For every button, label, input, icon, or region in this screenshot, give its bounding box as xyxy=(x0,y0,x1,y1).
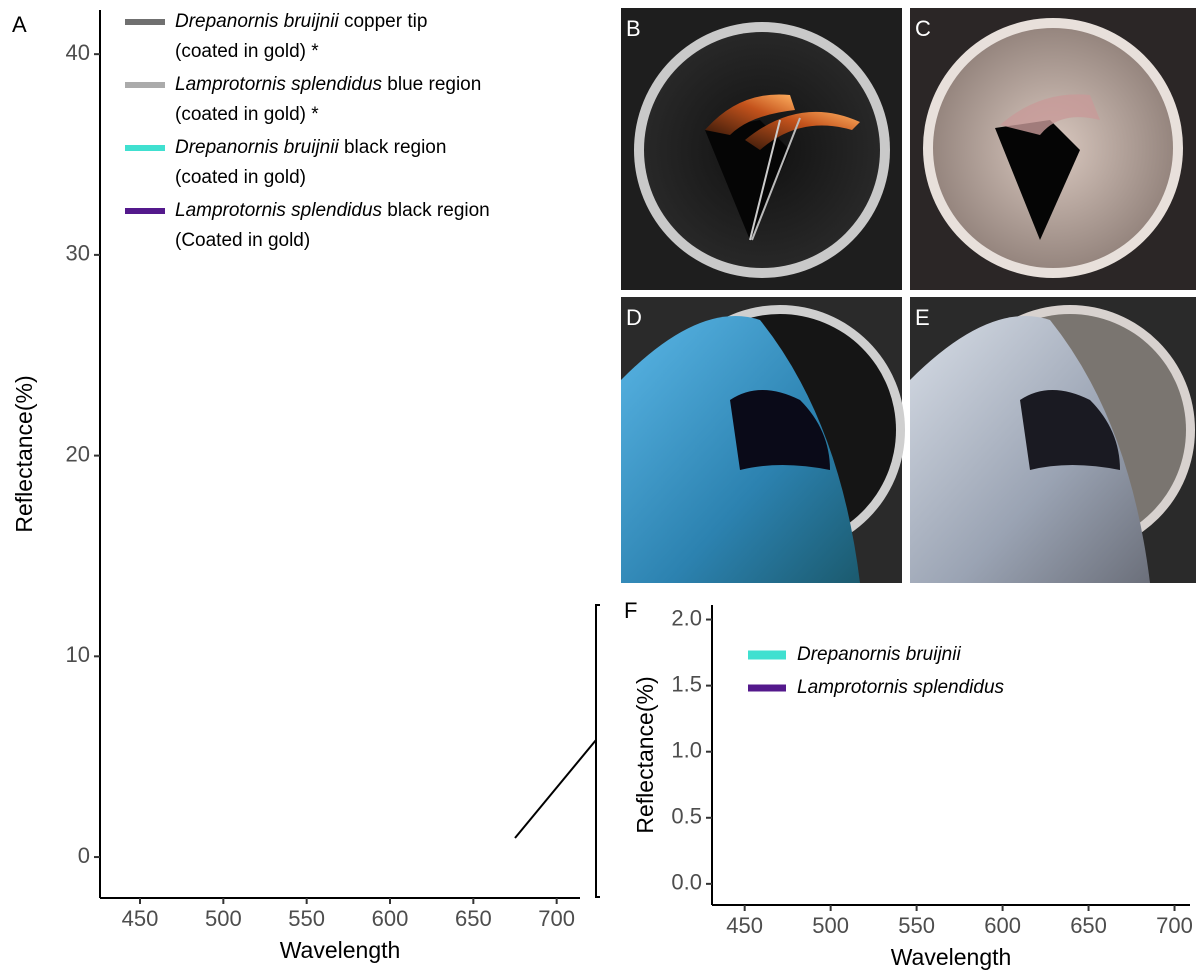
x-tick-label: 600 xyxy=(372,906,409,931)
photo-c xyxy=(910,8,1196,290)
photo-b xyxy=(621,8,902,290)
photo-label: E xyxy=(915,305,930,330)
y-tick-label: 30 xyxy=(66,241,90,266)
zoom-connector xyxy=(514,604,608,898)
photo-e xyxy=(910,297,1196,583)
y-tick-label: 10 xyxy=(66,642,90,667)
legend-label: Lamprotornis splendidus blue region (coa… xyxy=(175,74,487,125)
x-tick-label: 500 xyxy=(812,913,849,938)
x-axis-title: Wavelength xyxy=(891,944,1012,970)
x-tick-label: 700 xyxy=(1156,913,1193,938)
x-tick-label: 600 xyxy=(984,913,1021,938)
legend-label: Lamprotornis splendidus black region (Co… xyxy=(175,200,495,251)
y-axis-title: Reflectance(%) xyxy=(11,375,37,532)
photo-label: D xyxy=(626,305,642,330)
photo-d xyxy=(621,297,905,583)
y-axis-title: Reflectance(%) xyxy=(632,676,658,833)
y-tick-label: 0 xyxy=(78,843,90,868)
x-tick-label: 650 xyxy=(1070,913,1107,938)
y-tick-label: 2.0 xyxy=(671,605,702,630)
legend-label: Drepanornis bruijnii copper tip (coated … xyxy=(175,11,433,62)
y-tick-label: 1.5 xyxy=(671,671,702,696)
photo-label: C xyxy=(915,16,931,41)
x-tick-label: 500 xyxy=(205,906,242,931)
x-tick-label: 450 xyxy=(726,913,763,938)
legend-label: Lamprotornis splendidus xyxy=(797,677,1005,698)
y-tick-label: 1.0 xyxy=(671,738,702,763)
x-tick-label: 450 xyxy=(122,906,159,931)
x-tick-label: 650 xyxy=(455,906,492,931)
x-tick-label: 550 xyxy=(898,913,935,938)
x-axis-title: Wavelength xyxy=(280,937,401,963)
photo-label: B xyxy=(626,16,641,41)
y-tick-label: 0.5 xyxy=(671,804,702,829)
panel-background xyxy=(600,590,1202,972)
chart-panel: F 0.0 0.5 1.0 1.5 2.0 450 500 550 600 650 700 Wavele… xyxy=(600,590,1202,972)
y-tick-label: 40 xyxy=(66,40,90,65)
panel-label: A xyxy=(12,12,27,37)
y-tick-label: 20 xyxy=(66,441,90,466)
y-tick-label: 0.0 xyxy=(671,870,702,895)
x-tick-label: 550 xyxy=(288,906,325,931)
panel-label: F xyxy=(624,598,637,623)
x-tick-label: 700 xyxy=(538,906,575,931)
chart-panel: A 0 10 20 30 40 450 500 550 600 650 700 Wavelength Re… xyxy=(11,10,580,963)
legend-label: Drepanornis bruijnii xyxy=(797,644,961,665)
legend-label: Drepanornis bruijnii black region (coate… xyxy=(175,137,452,188)
